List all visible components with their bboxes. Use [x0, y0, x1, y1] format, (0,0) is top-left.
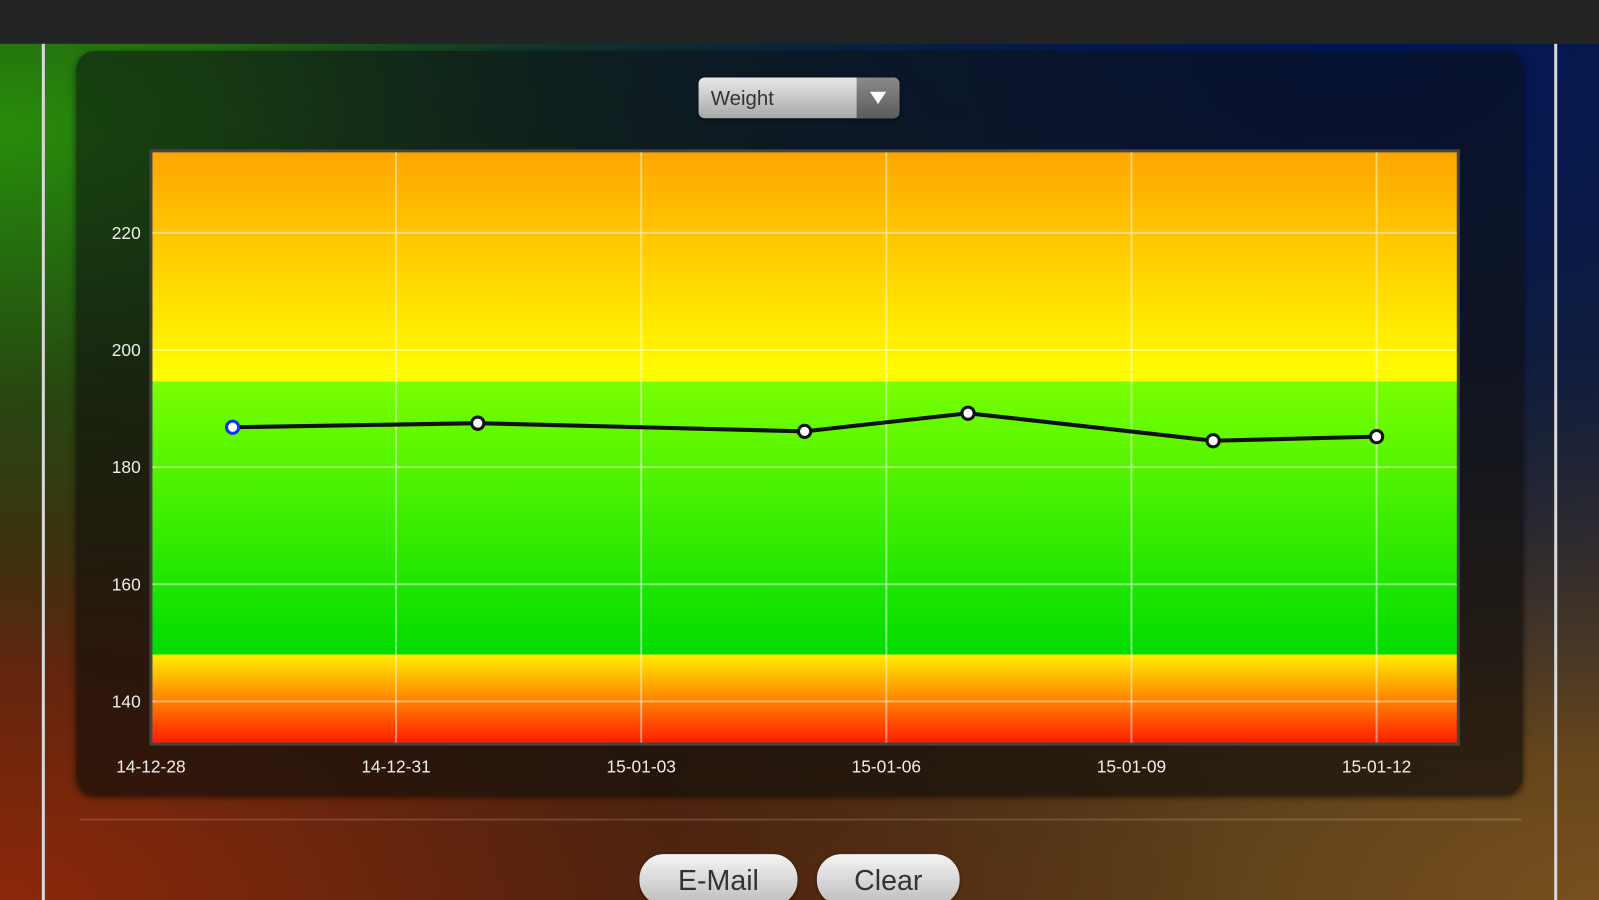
data-point	[1205, 433, 1221, 449]
x-tick-label: 15-01-12	[1342, 757, 1411, 777]
clear-button[interactable]: Clear	[816, 854, 960, 900]
data-point	[960, 405, 976, 421]
x-tick-label: 14-12-31	[361, 757, 430, 777]
x-tick-label: 15-01-03	[607, 757, 676, 777]
y-tick-label: 160	[112, 574, 141, 594]
y-tick-label: 220	[112, 223, 141, 243]
weight-line	[232, 411, 1377, 443]
metric-dropdown[interactable]: Weight	[698, 77, 900, 119]
y-tick-label: 200	[112, 340, 141, 360]
dropdown-arrow[interactable]	[856, 77, 900, 119]
data-point	[470, 415, 486, 431]
x-tick-label: 15-01-09	[1097, 757, 1166, 777]
y-tick-label: 140	[112, 691, 141, 711]
top-bar	[0, 0, 1599, 44]
chevron-down-icon	[869, 91, 887, 104]
left-border	[41, 43, 45, 900]
x-tick-label: 14-12-28	[116, 757, 185, 777]
x-tick-label: 15-01-06	[852, 757, 921, 777]
metric-dropdown-value: Weight	[710, 87, 774, 111]
y-tick-label: 180	[112, 457, 141, 477]
zone-band	[150, 150, 1459, 382]
zone-band	[150, 381, 1459, 655]
data-point	[1368, 428, 1385, 445]
email-button[interactable]: E-Mail	[639, 854, 798, 900]
plot-frame	[149, 149, 1460, 746]
selected-data-point	[224, 419, 241, 435]
zone-band	[150, 654, 1459, 745]
right-border	[1554, 43, 1558, 900]
data-point	[796, 423, 813, 440]
divider	[79, 818, 1522, 821]
